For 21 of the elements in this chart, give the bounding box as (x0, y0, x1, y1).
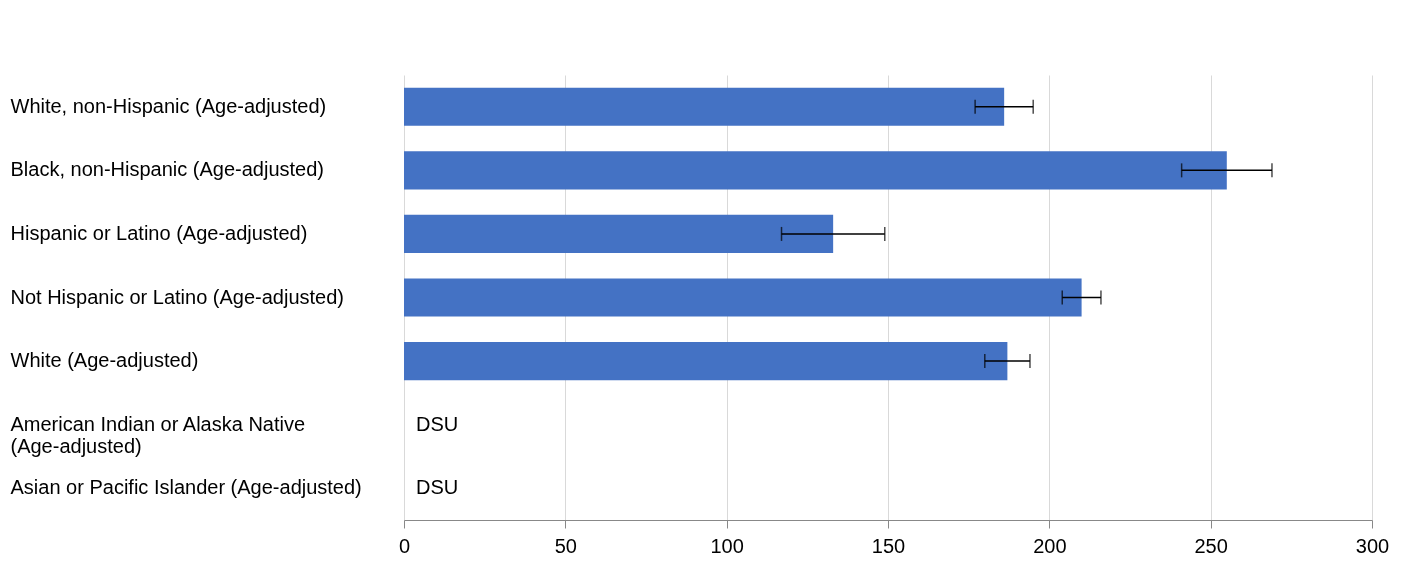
x-tick-label: 150 (871, 534, 906, 557)
y-tick-label: White (Age-adjusted) (10, 349, 199, 372)
x-tick-label: 250 (1194, 534, 1228, 557)
bar (404, 214, 834, 253)
x-tick-label: 100 (710, 534, 744, 557)
bar (404, 151, 1227, 190)
y-tick-label: White, non-Hispanic (Age-adjusted) (10, 94, 327, 117)
y-tick-label: Asian or Pacific Islander (Age-adjusted) (10, 476, 362, 499)
bar (404, 278, 1082, 317)
y-tick-label: American Indian or Alaska Native (Age-adjusted) (10, 412, 306, 457)
y-tick-label: Not Hispanic or Latino (Age-adjusted) (10, 285, 345, 308)
y-tick-label: Hispanic or Latino (Age-adjusted) (10, 221, 308, 244)
y-tick-label: Black, non-Hispanic (Age-adjusted) (10, 158, 324, 181)
x-tick-label: 300 (1355, 534, 1390, 557)
bar (404, 87, 1005, 126)
text: DSU (416, 412, 459, 435)
x-tick-label: 0 (398, 534, 411, 557)
text: DSU (416, 476, 459, 499)
x-tick-label: 200 (1033, 534, 1067, 557)
bar (404, 342, 1008, 381)
x-tick-label: 50 (554, 534, 577, 557)
